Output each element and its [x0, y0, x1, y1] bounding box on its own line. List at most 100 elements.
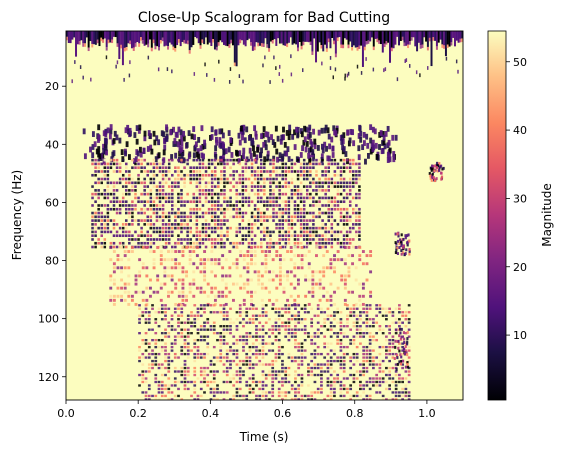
heatmap-cell [106, 166, 110, 170]
heatmap-cell [177, 158, 180, 162]
heatmap-cell [348, 158, 352, 162]
heatmap-cell [263, 173, 266, 177]
heatmap-cell [388, 345, 391, 349]
heatmap-cell [303, 307, 307, 310]
heatmap-cell [167, 211, 171, 215]
heatmap-cell [274, 325, 278, 328]
heatmap-cell [131, 200, 134, 204]
heatmap-cell [244, 238, 248, 241]
heatmap-cell [147, 366, 151, 370]
heatmap-cell [333, 359, 336, 363]
heatmap-cell [109, 128, 113, 135]
heatmap-cell [112, 282, 116, 286]
heatmap-cell [368, 304, 372, 307]
heatmap-cell [300, 258, 304, 262]
heatmap-cell [220, 173, 223, 177]
heatmap-cell [315, 166, 318, 170]
heatmap-cell [112, 270, 116, 274]
heatmap-cell [198, 177, 202, 181]
heatmap-cell [91, 215, 94, 219]
heatmap-cell [349, 31, 352, 42]
heatmap-cell [274, 318, 278, 321]
heatmap-cell [339, 387, 343, 391]
heatmap-cell [342, 332, 346, 335]
heatmap-cell [426, 46, 429, 51]
heatmap-cell [167, 274, 170, 278]
heatmap-cell [372, 349, 375, 352]
heatmap-cell [103, 162, 107, 166]
heatmap-cell [311, 51, 314, 55]
heatmap-cell [102, 31, 105, 40]
heatmap-cell [185, 298, 188, 302]
heatmap-cell [339, 338, 343, 342]
heatmap-cell [123, 31, 126, 48]
heatmap-cell [372, 366, 375, 370]
heatmap-cell [135, 138, 139, 145]
heatmap-cell [402, 237, 405, 241]
heatmap-cell [238, 380, 242, 384]
heatmap-cell [251, 321, 255, 324]
heatmap-cell [201, 158, 205, 162]
heatmap-cell [185, 270, 188, 274]
heatmap-cell [217, 262, 221, 266]
heatmap-cell [300, 394, 304, 398]
heatmap-cell [260, 282, 264, 286]
heatmap-cell [154, 31, 157, 46]
heatmap-cell [276, 156, 279, 163]
heatmap-cell [359, 398, 362, 400]
heatmap-cell [307, 321, 310, 324]
heatmap-cell [290, 304, 294, 307]
heatmap-cell [266, 230, 269, 234]
heatmap-cell [284, 234, 288, 238]
heatmap-cell [228, 262, 232, 266]
heatmap-cell [163, 31, 166, 47]
heatmap-cell [105, 55, 108, 60]
heatmap-cell [264, 131, 268, 138]
heatmap-cell [249, 153, 253, 159]
heatmap-cell [241, 166, 245, 170]
heatmap-cell [232, 349, 236, 352]
heatmap-cell [341, 134, 344, 141]
heatmap-cell [343, 302, 347, 306]
heatmap-cell [129, 60, 131, 65]
heatmap-cell [131, 219, 134, 222]
heatmap-cell [277, 349, 281, 352]
heatmap-cell [261, 345, 265, 349]
heatmap-cell [177, 192, 180, 196]
heatmap-cell [316, 321, 320, 324]
heatmap-cell [404, 377, 408, 380]
heatmap-cell [387, 139, 391, 146]
heatmap-cell [327, 207, 331, 211]
heatmap-cell [198, 166, 202, 170]
heatmap-cell [352, 230, 355, 234]
heatmap-cell [199, 145, 203, 152]
heatmap-cell [307, 377, 310, 380]
heatmap-cell [163, 290, 167, 294]
heatmap-cell [237, 132, 241, 139]
heatmap-cell [142, 147, 146, 154]
heatmap-cell [241, 189, 245, 192]
heatmap-cell [164, 177, 168, 181]
heatmap-cell [300, 318, 304, 321]
heatmap-cell [235, 352, 239, 356]
heatmap-cell [193, 144, 197, 151]
heatmap-cell [316, 335, 320, 338]
heatmap-cell [368, 345, 372, 349]
heatmap-cell [167, 166, 171, 170]
heatmap-cell [109, 238, 113, 241]
heatmap-cell [147, 321, 151, 324]
heatmap-cell [309, 173, 312, 177]
heatmap-cell [78, 31, 81, 42]
heatmap-cell [163, 274, 167, 278]
heatmap-cell [138, 380, 141, 384]
heatmap-cell [359, 314, 362, 317]
heatmap-cell [199, 335, 203, 338]
heatmap-cell [195, 215, 199, 219]
heatmap-cell [121, 177, 125, 181]
heatmap-cell [346, 129, 350, 136]
heatmap-cell [311, 278, 315, 282]
heatmap-cell [345, 31, 348, 40]
heatmap-cell [127, 258, 131, 262]
heatmap-cell [143, 207, 146, 211]
heatmap-cell [152, 185, 156, 188]
